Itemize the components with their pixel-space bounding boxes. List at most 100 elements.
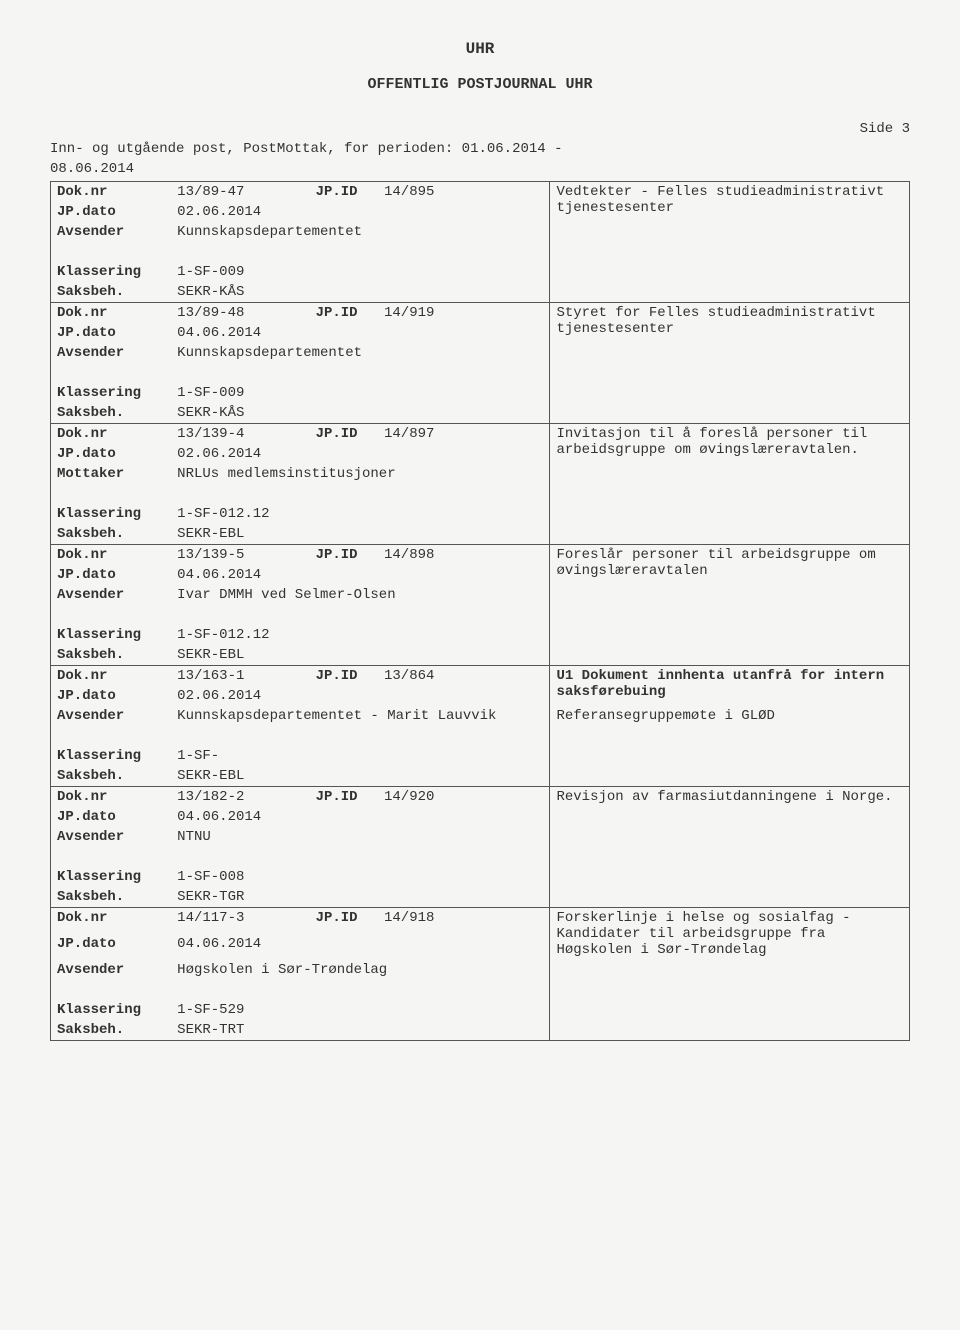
jpdato-label: JP.dato <box>51 202 172 222</box>
jpid-value: 14/898 <box>384 547 434 563</box>
saksbeh-label: Saksbeh. <box>51 887 172 908</box>
doknr-label: Dok.nr <box>51 545 172 566</box>
klassering-value: 1-SF-529 <box>171 1000 550 1020</box>
saksbeh-label: Saksbeh. <box>51 524 172 545</box>
party-label: Avsender <box>51 343 172 363</box>
jpid-value: 14/920 <box>384 789 434 805</box>
doknr-value: 13/89-47 <box>177 184 307 200</box>
doknr-value: 13/182-2 <box>177 789 307 805</box>
description-cell-2 <box>550 464 910 504</box>
party-label: Avsender <box>51 222 172 242</box>
description-cell: U1 Dokument innhenta utanfrå for intern … <box>550 666 910 707</box>
jpdato-label: JP.dato <box>51 686 172 706</box>
jpid-value: 14/919 <box>384 305 434 321</box>
jpdato-value: 02.06.2014 <box>171 202 550 222</box>
jpid-label: JP.ID <box>316 668 376 684</box>
jpdato-label: JP.dato <box>51 565 172 585</box>
jpdato-label: JP.dato <box>51 807 172 827</box>
description-cell-2 <box>550 960 910 1000</box>
klassering-value: 1-SF-008 <box>171 867 550 887</box>
description-cell: Invitasjon til å foreslå personer til ar… <box>550 424 910 465</box>
description-cell-2 <box>550 827 910 867</box>
doknr-label: Dok.nr <box>51 787 172 808</box>
party-value: Kunnskapsdepartementet <box>171 343 550 363</box>
saksbeh-label: Saksbeh. <box>51 282 172 303</box>
party-value: NRLUs medlemsinstitusjoner <box>171 464 550 484</box>
doknr-label: Dok.nr <box>51 424 172 445</box>
description-line-1: Foreslår personer til arbeidsgruppe om ø… <box>556 547 903 579</box>
jpdato-value: 04.06.2014 <box>171 934 550 960</box>
party-label: Mottaker <box>51 464 172 484</box>
doknr-value: 13/89-48 <box>177 305 307 321</box>
description-line-1: Styret for Felles studieadministrativt t… <box>556 305 903 337</box>
saksbeh-value: SEKR-TGR <box>171 887 550 908</box>
jpid-label: JP.ID <box>316 789 376 805</box>
saksbeh-value: SEKR-EBL <box>171 645 550 666</box>
doknr-jpid-row: 14/117-3 JP.ID 14/918 <box>171 908 550 935</box>
doknr-jpid-row: 13/89-48 JP.ID 14/919 <box>171 303 550 324</box>
doknr-jpid-row: 13/163-1 JP.ID 13/864 <box>171 666 550 687</box>
jpid-label: JP.ID <box>316 547 376 563</box>
doknr-label: Dok.nr <box>51 303 172 324</box>
journal-table: Dok.nr 13/89-47 JP.ID 14/895 Vedtekter -… <box>50 181 910 1041</box>
party-value: Høgskolen i Sør-Trøndelag <box>171 960 550 980</box>
jpdato-value: 02.06.2014 <box>171 444 550 464</box>
jpid-label: JP.ID <box>316 305 376 321</box>
jpdato-value: 02.06.2014 <box>171 686 550 706</box>
klassering-value: 1-SF-009 <box>171 262 550 282</box>
klassering-label: Klassering <box>51 262 172 282</box>
saksbeh-value: SEKR-TRT <box>171 1020 550 1041</box>
page-number: Side 3 <box>50 121 910 137</box>
party-label: Avsender <box>51 827 172 847</box>
party-label: Avsender <box>51 960 172 980</box>
party-value: NTNU <box>171 827 550 847</box>
description-cell: Revisjon av farmasiutdanningene i Norge. <box>550 787 910 828</box>
jpdato-label: JP.dato <box>51 934 172 960</box>
doknr-jpid-row: 13/89-47 JP.ID 14/895 <box>171 182 550 203</box>
period-line-2: 08.06.2014 <box>50 161 910 177</box>
klassering-label: Klassering <box>51 625 172 645</box>
jpid-value: 14/895 <box>384 184 434 200</box>
doknr-label: Dok.nr <box>51 908 172 935</box>
description-cell: Foreslår personer til arbeidsgruppe om ø… <box>550 545 910 586</box>
jpdato-value: 04.06.2014 <box>171 807 550 827</box>
description-cell-2: Referansegruppemøte i GLØD <box>550 706 910 746</box>
jpdato-label: JP.dato <box>51 444 172 464</box>
party-value: Ivar DMMH ved Selmer-Olsen <box>171 585 550 605</box>
description-line-1: Forskerlinje i helse og sosialfag - Kand… <box>556 910 903 958</box>
header-title: OFFENTLIG POSTJOURNAL UHR <box>50 76 910 93</box>
jpid-value: 14/897 <box>384 426 434 442</box>
description-cell-2 <box>550 343 910 383</box>
description-line-1: Vedtekter - Felles studieadministrativt … <box>556 184 903 216</box>
doknr-value: 13/163-1 <box>177 668 307 684</box>
saksbeh-label: Saksbeh. <box>51 1020 172 1041</box>
party-value: Kunnskapsdepartementet <box>171 222 550 242</box>
saksbeh-value: SEKR-KÅS <box>171 282 550 303</box>
description-cell: Forskerlinje i helse og sosialfag - Kand… <box>550 908 910 961</box>
description-line-1: U1 Dokument innhenta utanfrå for intern … <box>556 668 903 700</box>
saksbeh-value: SEKR-EBL <box>171 766 550 787</box>
party-label: Avsender <box>51 706 172 726</box>
klassering-label: Klassering <box>51 383 172 403</box>
description-cell-2 <box>550 585 910 625</box>
klassering-value: 1-SF-012.12 <box>171 504 550 524</box>
doknr-value: 13/139-5 <box>177 547 307 563</box>
jpid-label: JP.ID <box>316 910 376 926</box>
saksbeh-value: SEKR-EBL <box>171 524 550 545</box>
description-line-1: Revisjon av farmasiutdanningene i Norge. <box>556 789 903 805</box>
doknr-label: Dok.nr <box>51 182 172 203</box>
klassering-label: Klassering <box>51 1000 172 1020</box>
description-cell-2 <box>550 222 910 262</box>
klassering-value: 1-SF-009 <box>171 383 550 403</box>
description-cell: Styret for Felles studieadministrativt t… <box>550 303 910 344</box>
party-label: Avsender <box>51 585 172 605</box>
klassering-value: 1-SF-012.12 <box>171 625 550 645</box>
jpdato-label: JP.dato <box>51 323 172 343</box>
jpid-value: 14/918 <box>384 910 434 926</box>
klassering-label: Klassering <box>51 504 172 524</box>
jpdato-value: 04.06.2014 <box>171 323 550 343</box>
doknr-jpid-row: 13/139-5 JP.ID 14/898 <box>171 545 550 566</box>
period-line-1: Inn- og utgående post, PostMottak, for p… <box>50 141 910 157</box>
header-org: UHR <box>50 40 910 58</box>
klassering-label: Klassering <box>51 867 172 887</box>
